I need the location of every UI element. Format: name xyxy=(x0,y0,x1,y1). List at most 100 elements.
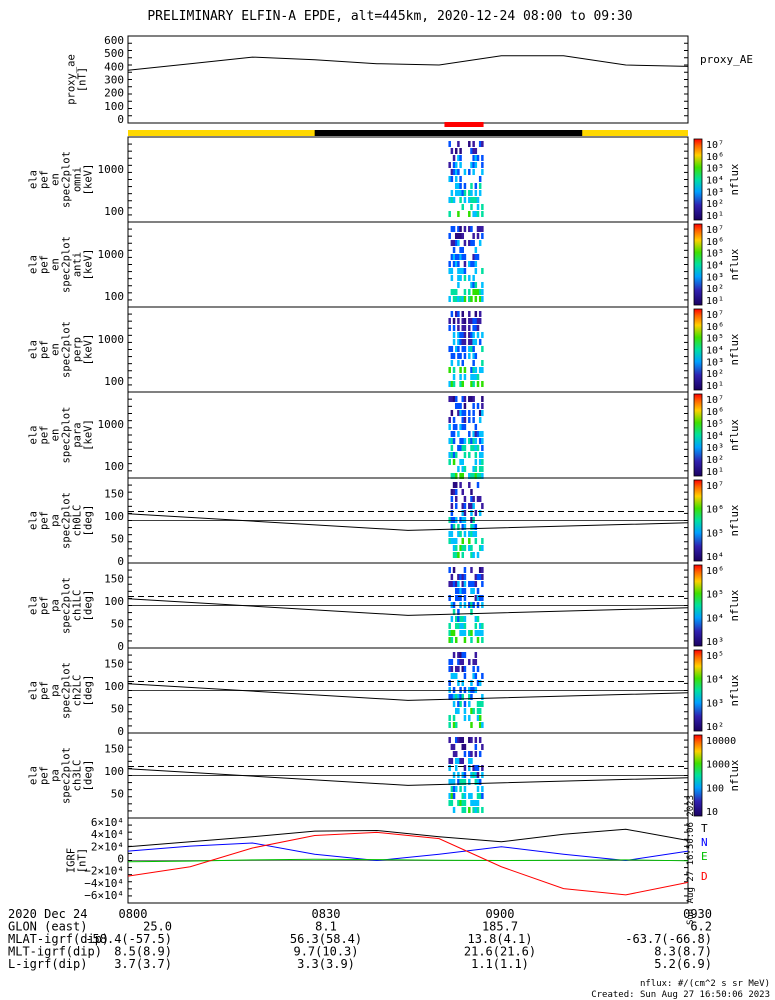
pitch-angle-cell xyxy=(470,609,473,615)
footer-cell: -58.4(-57.5) xyxy=(85,932,172,946)
pitch-angle-cell xyxy=(459,588,462,594)
spectrogram-cell xyxy=(459,226,462,232)
pitch-angle-cell xyxy=(481,623,484,629)
pitch-angle-cell xyxy=(461,807,465,813)
pitch-angle-cell xyxy=(470,567,473,573)
pitch-angle-cell xyxy=(481,744,484,750)
spectrogram-cell xyxy=(452,438,456,444)
pitch-angle-cell xyxy=(450,602,454,608)
proxy-ae-ytick-label: 200 xyxy=(104,87,124,100)
spectrogram-cell xyxy=(476,332,480,338)
colorbar-tick-label: 10² xyxy=(706,369,724,380)
pitch-angle-cell xyxy=(454,708,458,714)
pitch-angle-cell xyxy=(461,680,465,686)
pitch-angle-cell xyxy=(463,701,467,707)
spectrogram-cell xyxy=(481,346,484,352)
spectrogram-cell xyxy=(474,473,478,479)
spectrogram-cell xyxy=(470,296,473,302)
spectrogram-cell xyxy=(459,254,462,260)
pitch-ytick-label: 150 xyxy=(104,658,124,671)
spectrogram-cell xyxy=(470,240,473,246)
pitch-angle-cell xyxy=(448,517,451,523)
pitch-angle-cell xyxy=(476,779,480,785)
spectrogram-cell xyxy=(448,424,451,430)
spectrogram-cell xyxy=(481,211,484,217)
spectrogram-cell xyxy=(472,197,475,203)
spectrogram-cell xyxy=(454,452,458,458)
spectrogram-cell xyxy=(472,318,475,324)
pitch-angle-cell xyxy=(454,517,458,523)
pitch-angle-cell xyxy=(448,637,451,643)
energy-ylabel: ela xyxy=(28,255,40,274)
spectrogram-cell xyxy=(454,296,458,302)
proxy-ae-ylabel: proxy_ae xyxy=(66,54,78,105)
colorbar xyxy=(693,393,703,477)
spectrogram-cell xyxy=(478,431,482,437)
colorbar-tick-label: 10⁷ xyxy=(706,310,724,321)
footer-cell: 8.3(8.7) xyxy=(654,945,712,959)
pitch-angle-cell xyxy=(470,496,473,502)
spectrogram-cell xyxy=(481,473,484,479)
spectrogram-cell xyxy=(457,353,460,359)
footer-cell: 25.0 xyxy=(143,920,172,934)
pitch-ylabel: [deg] xyxy=(83,760,95,792)
pitch-angle-cell xyxy=(472,503,475,509)
footer-row-label: GLON (east) xyxy=(8,920,87,934)
colorbar-tick-label: 10⁷ xyxy=(706,225,724,236)
spectrogram-cell xyxy=(474,162,478,168)
spectrogram-cell xyxy=(454,148,458,154)
pitch-angle-cell xyxy=(470,552,473,558)
spectrogram-cell xyxy=(452,247,456,253)
pitch-angle-cell xyxy=(459,779,462,785)
spectrogram-cell xyxy=(481,332,484,338)
spectrogram-cell xyxy=(461,445,465,451)
pitch-angle-cell xyxy=(481,602,484,608)
spectrogram-cell xyxy=(457,466,460,472)
spectrogram-cell xyxy=(468,311,471,317)
spectrogram-cell xyxy=(461,204,465,210)
pitch-angle-cell xyxy=(454,538,458,544)
spectrogram-cell xyxy=(478,438,482,444)
spectrogram-cell xyxy=(472,282,475,288)
pitch-angle-cell xyxy=(474,524,478,530)
spectrogram-cell xyxy=(457,275,460,281)
pitch-angle-cell xyxy=(457,623,460,629)
spectrogram-cell xyxy=(470,381,473,387)
spectrogram-cell xyxy=(452,431,456,437)
pitch-ylabel: spec2plot xyxy=(61,577,73,634)
pitch-angle-cell xyxy=(472,800,475,806)
pitch-angle-cell xyxy=(476,765,480,771)
spectrogram-cell xyxy=(457,346,460,352)
spectrogram-cell xyxy=(474,261,478,267)
energy-ytick-label: 1000 xyxy=(98,418,125,431)
pitch-angle-cell xyxy=(472,673,475,679)
footer-cell: 0800 xyxy=(119,907,148,921)
pitch-angle-cell xyxy=(463,588,467,594)
spectrogram-cell xyxy=(454,240,458,246)
spectrogram-cell xyxy=(481,169,484,175)
pitch-ytick-label: 100 xyxy=(104,680,124,693)
proxy-ae-ytick-label: 0 xyxy=(117,113,124,126)
pitch-angle-cell xyxy=(454,503,458,509)
pitch-angle-cell xyxy=(452,744,456,750)
spectrogram-cell xyxy=(474,311,478,317)
spectrogram-cell xyxy=(463,374,467,380)
spectrogram-cell xyxy=(450,197,454,203)
spectrogram-cell xyxy=(481,360,484,366)
pitch-angle-cell xyxy=(450,779,454,785)
spectrogram-cell xyxy=(450,275,454,281)
energy-ylabel: ela xyxy=(28,170,40,189)
spectrogram-cell xyxy=(481,141,484,147)
igrf-legend-n: N xyxy=(701,836,708,849)
spectrogram-cell xyxy=(452,396,456,402)
pitch-angle-cell xyxy=(457,666,460,672)
pitch-angle-cell xyxy=(468,765,471,771)
energy-ylabel: para xyxy=(72,422,84,447)
pitch-angle-cell xyxy=(476,588,480,594)
pitch-angle-cell xyxy=(450,744,454,750)
pitch-angle-cell xyxy=(452,715,456,721)
spectrogram-cell xyxy=(468,452,471,458)
pitch-angle-cell xyxy=(478,545,482,551)
spectrogram-cell xyxy=(459,197,462,203)
